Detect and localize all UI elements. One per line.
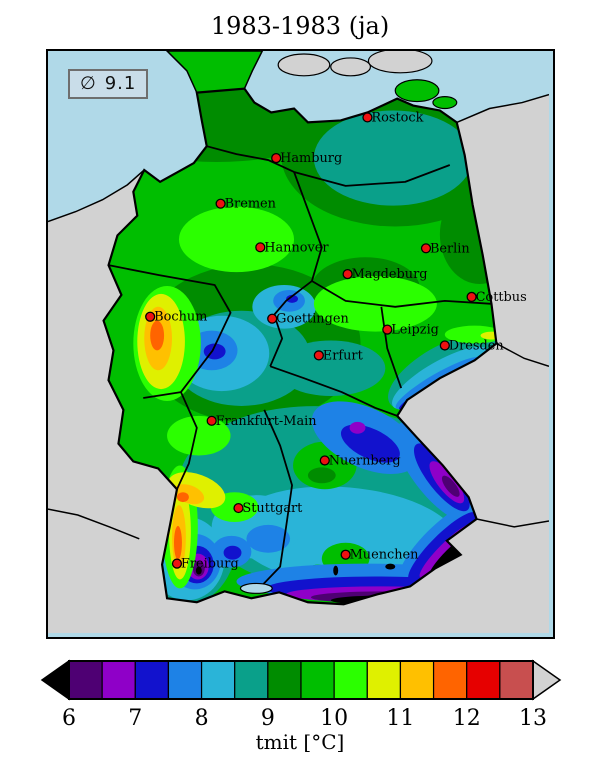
city-marker: Hamburg — [271, 151, 342, 166]
city-dot — [233, 502, 244, 514]
city-label: Stuttgart — [242, 501, 303, 516]
colorbar-tick-label: 7 — [128, 706, 142, 731]
city-dot — [319, 455, 330, 466]
colorbar-tick-label: 6 — [62, 706, 76, 731]
city-marker: Stuttgart — [233, 501, 303, 516]
colorbar-segment — [432, 660, 468, 700]
city-label: Nuernberg — [329, 453, 401, 468]
mean-value: 9.1 — [104, 73, 137, 94]
colorbar: 6 7 8 9 10 11 12 13 — [0, 655, 600, 737]
city-label: Bremen — [225, 197, 276, 212]
city-label: Freiburg — [181, 557, 239, 572]
germany-outline — [102, 87, 498, 606]
colorbar-tick-label: 13 — [519, 706, 547, 731]
colorbar-scale: 6 7 8 9 10 11 12 13 — [40, 659, 562, 731]
mean-value-box: ∅ 9.1 — [68, 69, 149, 99]
colorbar-segment — [333, 660, 368, 700]
city-marker: Berlin — [420, 241, 470, 256]
city-dot — [171, 558, 183, 569]
colorbar-segment — [267, 660, 302, 700]
city-label: Hamburg — [280, 151, 342, 166]
city-dot — [420, 243, 432, 254]
foreign-coastlines — [48, 93, 549, 540]
colorbar-segment — [234, 660, 269, 700]
colorbar-label: tmit [°C] — [255, 730, 345, 754]
city-label: Hannover — [264, 240, 329, 255]
colorbar-segment — [399, 660, 435, 700]
city-label: Frankfurt-Main — [216, 414, 317, 429]
city-dot — [362, 112, 373, 123]
city-label: Goettingen — [276, 312, 349, 327]
germany-contour-map: Rostock Hamburg Bremen Hannover BerlinMagdeb… — [48, 51, 549, 633]
city-marker: Magdeburg — [342, 267, 428, 282]
city-marker: Goettingen — [267, 312, 349, 327]
baltic-islands — [394, 79, 458, 110]
colorbar-over-arrow — [532, 659, 562, 701]
city-dot — [466, 291, 477, 302]
city-marker: Nuernberg — [319, 453, 401, 468]
city-marker: Bremen — [215, 197, 276, 212]
colorbar-segment — [167, 660, 203, 700]
city-label: Cottbus — [476, 290, 527, 305]
colorbar-segment — [200, 660, 236, 700]
danish-islands — [277, 51, 433, 77]
city-dot — [267, 313, 278, 324]
colorbar-under-arrow — [40, 659, 70, 701]
city-dot — [340, 549, 351, 560]
colorbar-segment — [466, 660, 501, 700]
city-label: Dresden — [449, 338, 504, 353]
colorbar-segment — [300, 660, 335, 700]
colorbar-segment — [68, 660, 103, 700]
city-marker: Hannover — [255, 240, 329, 255]
mean-symbol: ∅ — [80, 73, 97, 94]
colorbar-tick-label: 8 — [195, 706, 209, 731]
colorbar-segment — [366, 660, 402, 700]
colorbar-tick-label: 12 — [453, 706, 481, 731]
city-dot — [206, 415, 217, 426]
city-marker: Frankfurt-Main — [206, 414, 317, 429]
city-marker: Leipzig — [382, 323, 439, 338]
colorbar-frame — [68, 660, 534, 700]
figure-title: 1983-1983 (ja) — [210, 12, 390, 40]
city-dot — [313, 350, 324, 361]
colorbar-tick-label: 9 — [261, 706, 275, 731]
state-borders — [108, 145, 492, 592]
city-dot — [439, 340, 450, 351]
alpine-lakes — [239, 563, 396, 594]
city-dot — [382, 324, 393, 335]
city-label: Berlin — [430, 241, 470, 256]
map-panel: Rostock Hamburg Bremen Hannover Berlin Magdeb… — [46, 49, 555, 639]
city-dot — [215, 198, 226, 209]
city-label: Rostock — [371, 110, 423, 125]
city-marker: Bochum — [145, 310, 207, 325]
city-marker: Erfurt — [313, 348, 364, 363]
colorbar-tick-label: 10 — [320, 706, 348, 731]
city-label: Muenchen — [350, 548, 419, 563]
city-marker: Dresden — [439, 338, 504, 353]
city-label: Magdeburg — [352, 267, 428, 282]
colorbar-tick-label: 11 — [386, 706, 414, 731]
colorbar-segment — [134, 660, 170, 700]
city-label: Bochum — [154, 310, 207, 325]
city-marker: Rostock — [362, 110, 424, 125]
city-marker: Muenchen — [340, 548, 419, 563]
city-dot — [271, 152, 282, 164]
city-marker: Freiburg — [171, 557, 239, 572]
city-label: Erfurt — [323, 348, 364, 363]
city-dot — [342, 268, 353, 280]
city-dot — [255, 242, 266, 253]
colorbar-segment — [101, 660, 136, 700]
colorbar-segment — [499, 660, 534, 700]
city-markers: Rostock Hamburg Bremen Hannover BerlinMagdeb… — [145, 110, 527, 572]
city-marker: Cottbus — [466, 290, 527, 305]
city-label: Leipzig — [391, 323, 439, 338]
city-dot — [145, 311, 156, 322]
